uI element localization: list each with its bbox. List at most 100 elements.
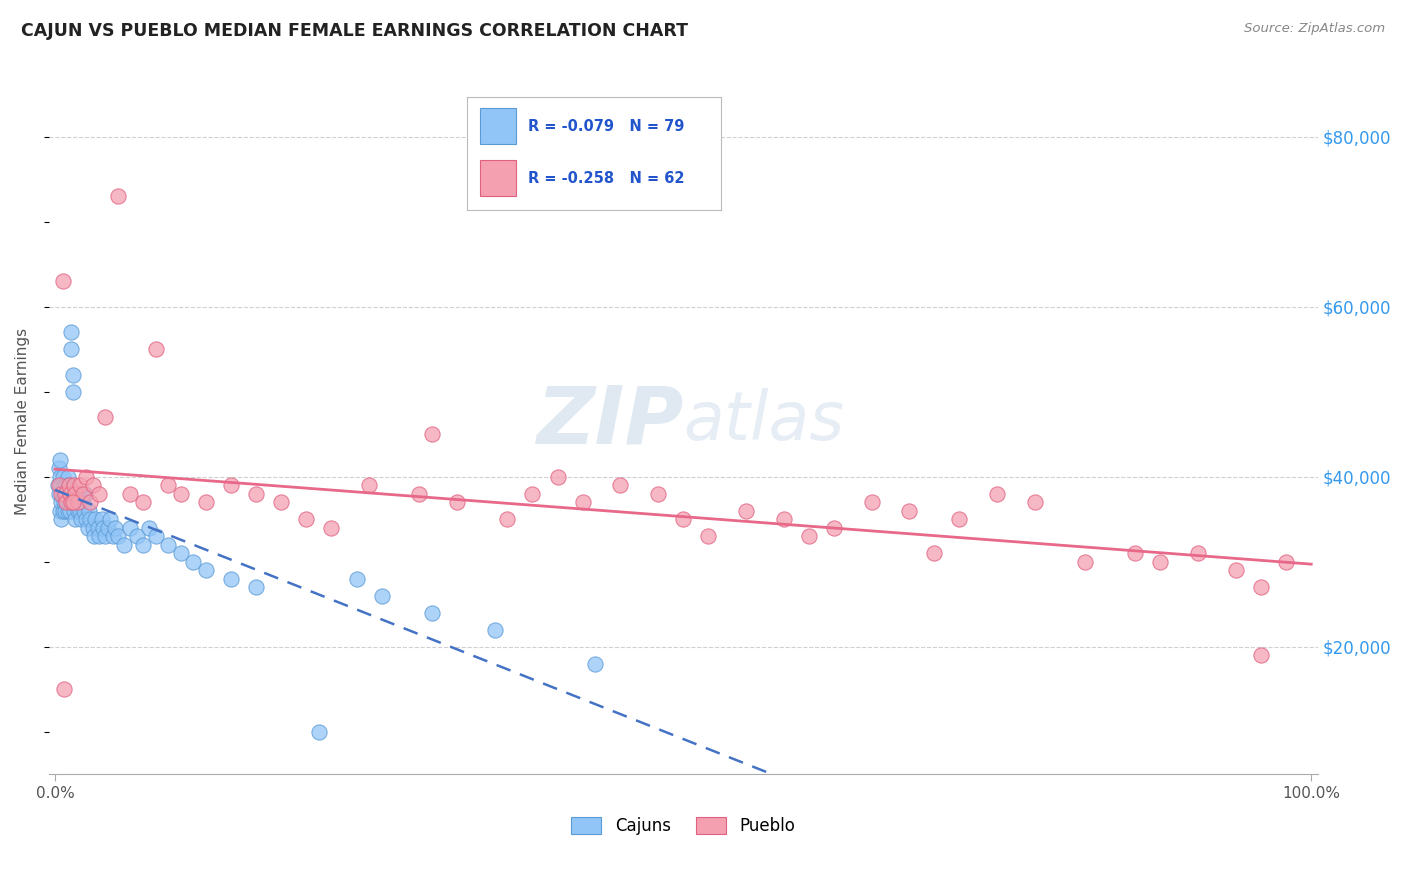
Point [58,495,80,509]
Point [60,495,83,509]
Point [69,486,91,500]
Point [52,486,75,500]
Point [924,546,946,560]
Point [860,495,883,509]
Point [90,512,112,526]
Point [132,538,155,552]
Point [62,368,84,382]
Point [55,478,77,492]
Point [125,529,148,543]
Point [53,486,76,500]
Point [169,546,191,560]
Point [408,486,430,500]
Point [120,486,142,500]
Point [66,503,89,517]
Point [120,520,142,534]
Point [1074,555,1097,569]
Point [138,520,160,534]
Point [87,520,110,534]
Point [219,478,242,492]
Point [321,520,343,534]
Point [484,623,506,637]
Point [145,342,167,356]
Point [58,478,80,492]
Point [48,478,70,492]
Point [98,512,121,526]
Point [194,495,217,509]
Point [79,495,101,509]
Point [51,512,73,526]
Point [48,461,70,475]
Point [59,486,82,500]
Point [359,478,381,492]
Point [52,503,75,517]
Point [245,486,267,500]
Point [245,580,267,594]
Point [65,495,87,509]
Point [735,503,758,517]
Point [48,486,70,500]
Point [52,478,75,492]
Point [308,724,330,739]
Point [52,274,75,288]
Point [496,512,519,526]
Text: ZIP: ZIP [536,383,683,460]
Point [73,503,96,517]
Point [270,495,292,509]
Point [1275,555,1298,569]
Point [82,478,104,492]
Point [1250,580,1272,594]
Point [181,555,204,569]
Point [63,512,86,526]
Point [62,384,84,399]
Point [823,520,845,534]
Point [52,495,75,509]
Point [986,486,1008,500]
Point [609,478,631,492]
Point [1125,546,1147,560]
Point [346,572,368,586]
Point [647,486,669,500]
Point [1250,648,1272,662]
Point [145,529,167,543]
Point [72,495,94,509]
Point [69,503,91,517]
Point [75,486,97,500]
Y-axis label: Median Female Earnings: Median Female Earnings [15,327,30,515]
Text: Source: ZipAtlas.com: Source: ZipAtlas.com [1244,22,1385,36]
Point [522,486,544,500]
Point [547,469,569,483]
Point [91,520,114,534]
Point [898,503,921,517]
Point [571,495,593,509]
Point [53,503,76,517]
Point [49,469,72,483]
Point [56,503,79,517]
Point [1024,495,1046,509]
Point [132,495,155,509]
Point [157,478,180,492]
Point [56,486,79,500]
Point [104,520,127,534]
Point [87,529,110,543]
Point [49,452,72,467]
Point [194,563,217,577]
Point [79,512,101,526]
Point [420,606,443,620]
Text: CAJUN VS PUEBLO MEDIAN FEMALE EARNINGS CORRELATION CHART: CAJUN VS PUEBLO MEDIAN FEMALE EARNINGS C… [21,22,688,40]
Point [797,529,820,543]
Point [49,503,72,517]
Text: atlas: atlas [683,388,844,454]
Point [55,495,77,509]
Point [112,538,135,552]
Point [56,469,79,483]
Point [1225,563,1247,577]
Point [82,520,104,534]
Point [62,495,84,509]
Point [446,495,468,509]
Point [52,486,75,500]
Point [94,529,117,543]
Point [60,342,83,356]
Point [59,486,82,500]
Point [51,495,73,509]
